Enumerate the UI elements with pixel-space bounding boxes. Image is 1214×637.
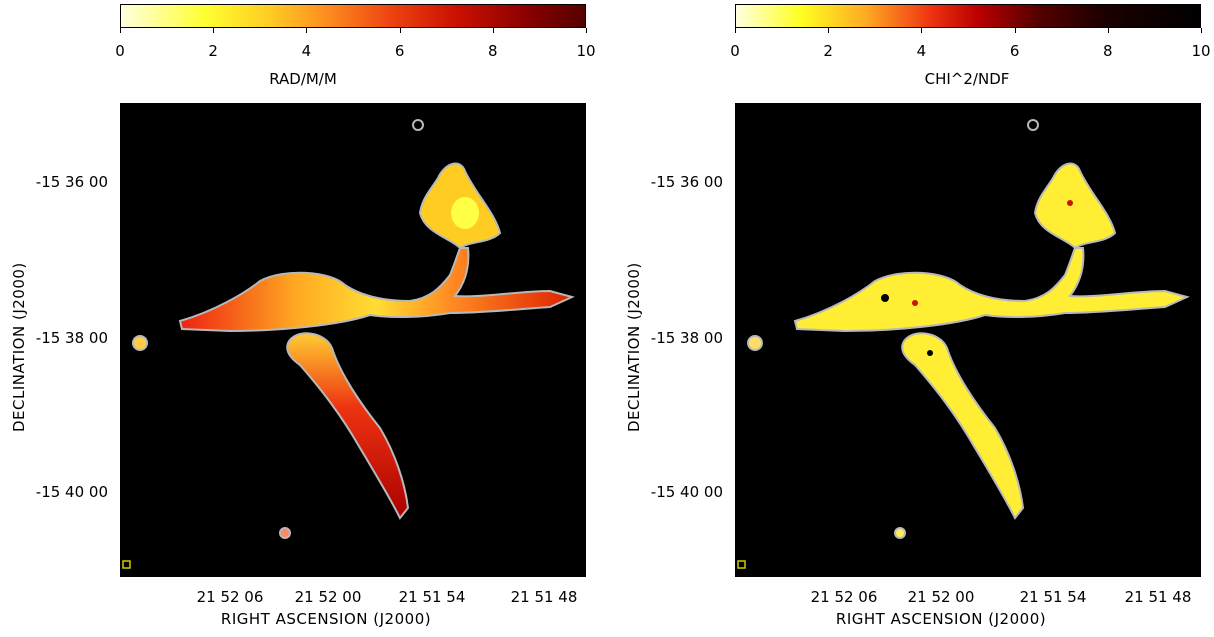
left-east-west-arm: [178, 247, 575, 333]
right-colorbar-tick-label: 10: [1191, 42, 1211, 60]
right-east-west-arm: [793, 247, 1190, 333]
left-colorbar-tick-label: 8: [488, 42, 498, 60]
right-chi2-map: [737, 119, 1190, 569]
right-colorbar-tick-label: 4: [916, 42, 927, 60]
left-compact-source: [132, 335, 148, 351]
right-colorbar-tick-label: 2: [823, 42, 833, 60]
left-x-tick-label: 21 51 48: [510, 588, 578, 606]
left-colorbar-tick-label: 0: [115, 42, 125, 60]
left-colorbar-tick-label: 4: [301, 42, 312, 60]
left-southern-tail: [286, 332, 410, 520]
right-x-tick-label: 21 51 48: [1124, 588, 1192, 606]
left-y-tick-label: -15 36 00: [35, 173, 108, 191]
right-y-tick-label: -15 38 00: [650, 329, 723, 347]
right-colorbar-tick-mark: [735, 28, 736, 33]
right-colorbar-tick-label: 8: [1103, 42, 1113, 60]
right-colorbar-tick-mark: [828, 28, 830, 33]
right-southern-tail: [901, 332, 1025, 520]
left-radio-map: [122, 119, 575, 569]
right-y-tick-label: -15 40 00: [650, 483, 723, 501]
left-image: [120, 103, 586, 577]
left-compact-source: [412, 119, 424, 131]
left-colorbar-tick-mark: [399, 28, 401, 33]
right-x-tick-label: 21 52 06: [810, 588, 878, 606]
left-x-tick-label: 21 52 00: [294, 588, 362, 606]
right-compact-source: [1027, 119, 1039, 131]
right-y-tick-label: -15 36 00: [650, 173, 723, 191]
right-panel: 0 2 4 6 8 10 CHI^2/NDF 21 52 06 21 52 00 21 51 …: [607, 0, 1214, 637]
left-y-tick-label: -15 40 00: [35, 483, 108, 501]
left-colorbar-tick-label: 10: [576, 42, 596, 60]
left-colorbar-tick-mark: [492, 28, 494, 33]
left-north-core: [451, 197, 479, 229]
left-colorbar-tick-label: 2: [208, 42, 218, 60]
left-colorbar-tick-mark: [306, 28, 308, 33]
right-high-chi2-spot: [881, 294, 889, 302]
left-colorbar-tick-mark: [213, 28, 215, 33]
right-high-chi2-spot: [927, 350, 933, 356]
right-x-axis-label: RIGHT ASCENSION (J2000): [835, 610, 1047, 628]
right-compact-source: [747, 335, 763, 351]
right-colorbar-tick-mark: [1107, 28, 1109, 33]
left-colorbar-title: RAD/M/M: [269, 70, 337, 88]
right-colorbar-tick-mark: [921, 28, 923, 33]
left-colorbar-tick-mark: [586, 28, 587, 33]
left-x-tick-label: 21 51 54: [398, 588, 466, 606]
left-colorbar: [120, 4, 586, 28]
left-y-axis-label: DECLINATION (J2000): [10, 262, 28, 432]
left-x-axis-label: RIGHT ASCENSION (J2000): [220, 610, 432, 628]
right-high-chi2-spot: [1067, 200, 1073, 206]
right-x-tick-label: 21 52 00: [907, 588, 975, 606]
right-colorbar-tick-mark: [1201, 28, 1202, 33]
left-panel: 0 2 4 6 8 10 RAD/M/M: [10, 4, 596, 628]
right-colorbar: [735, 4, 1201, 28]
left-colorbar-tick-mark: [120, 28, 121, 33]
left-x-tick-label: 21 52 06: [196, 588, 264, 606]
left-colorbar-tick-label: 6: [394, 42, 405, 60]
right-compact-source: [894, 527, 906, 539]
left-beam-marker: [122, 560, 131, 569]
right-colorbar-title: CHI^2/NDF: [924, 70, 1010, 88]
right-x-tick-label: 21 51 54: [1019, 588, 1087, 606]
right-image: [735, 103, 1201, 577]
right-high-chi2-spot: [912, 300, 918, 306]
right-north-lobe: [1033, 162, 1117, 250]
right-colorbar-tick-mark: [1014, 28, 1016, 33]
right-y-axis-label: DECLINATION (J2000): [625, 262, 643, 432]
left-y-tick-label: -15 38 00: [35, 329, 108, 347]
right-colorbar-tick-label: 0: [730, 42, 740, 60]
right-beam-marker: [737, 560, 746, 569]
right-colorbar-tick-label: 6: [1009, 42, 1020, 60]
left-compact-source: [279, 527, 291, 539]
